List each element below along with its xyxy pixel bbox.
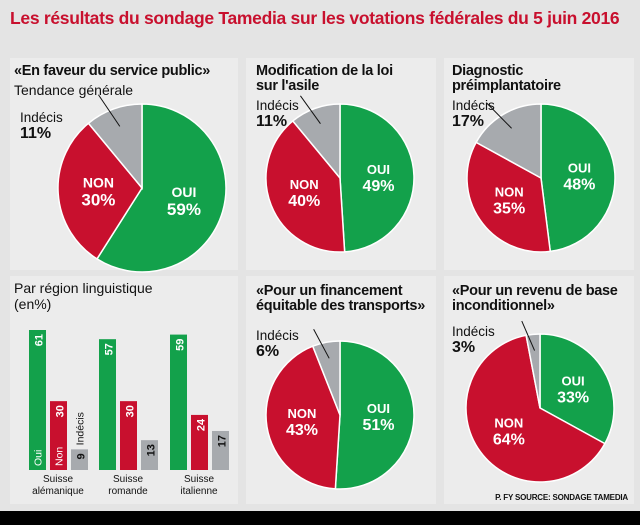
panel-transports: «Pour un financement équitable des trans… — [246, 276, 436, 504]
chart-title: Diagnostic préimplantatoire — [452, 63, 561, 94]
chart-subtitle: Tendance générale — [14, 82, 134, 98]
indecis-label: Indécis 11% — [20, 110, 63, 142]
panel-asile: Modification de la loi sur l'asile — [246, 58, 436, 270]
panel-service-public: «En faveur du service public» Tendance g… — [10, 58, 238, 270]
indecis-text: Indécis — [452, 98, 495, 113]
indecis-label: Indécis 6% — [256, 328, 299, 360]
indecis-label: Indécis 17% — [452, 98, 495, 130]
indecis-label: Indécis 11% — [256, 98, 299, 130]
chart-title: «En faveur du service public» — [14, 63, 210, 79]
chart-title: Modification de la loi sur l'asile — [256, 63, 393, 94]
panel-regions: Par région linguistique (en%) — [10, 276, 238, 504]
page-title: Les résultats du sondage Tamedia sur les… — [10, 8, 620, 28]
indecis-text: Indécis — [20, 110, 63, 125]
indecis-value: 3% — [452, 339, 476, 356]
indecis-value: 11% — [20, 125, 52, 142]
panel-diagnostic: Diagnostic préimplantatoire — [444, 58, 634, 270]
indecis-value: 11% — [256, 113, 288, 130]
source-footer: P. FY SOURCE: SONDAGE TAMEDIA — [495, 493, 628, 502]
bar-chart-title: Par région linguistique (en%) — [14, 280, 153, 312]
panel-revenu: «Pour un revenu de base inconditionnel» — [444, 276, 634, 504]
indecis-text: Indécis — [256, 98, 299, 113]
chart-title: «Pour un revenu de base inconditionnel» — [452, 283, 618, 314]
indecis-value: 17% — [452, 113, 485, 130]
indecis-value: 6% — [256, 343, 280, 360]
chart-title: «Pour un financement équitable des trans… — [256, 283, 425, 314]
indecis-text: Indécis — [452, 324, 495, 339]
indecis-text: Indécis — [256, 328, 299, 343]
infographic: Les résultats du sondage Tamedia sur les… — [0, 0, 640, 511]
indecis-label: Indécis 3% — [452, 324, 495, 356]
